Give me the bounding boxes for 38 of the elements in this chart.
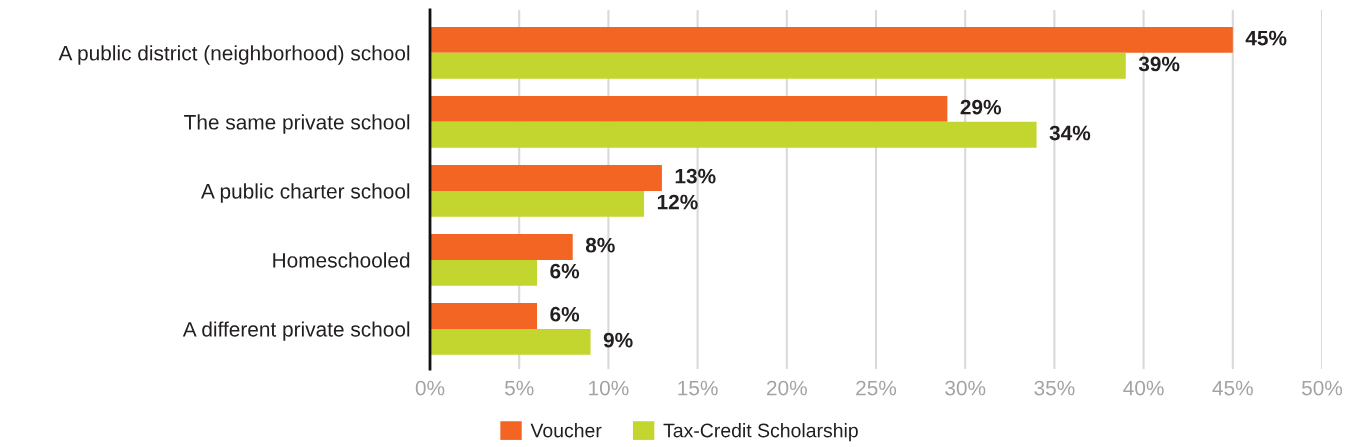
data-label: 45% <box>1245 30 1287 46</box>
bar <box>430 95 948 122</box>
bar <box>430 328 591 355</box>
y-tick-label: A public charter school <box>201 183 410 203</box>
bar <box>430 164 662 191</box>
legend-label: Voucher <box>530 423 602 438</box>
data-label: 6% <box>550 306 580 322</box>
bar <box>430 121 1037 148</box>
x-tick-label: 40% <box>1123 380 1164 396</box>
data-label: 39% <box>1138 56 1180 72</box>
data-label: 13% <box>675 168 716 184</box>
x-tick-label: 5% <box>504 380 534 396</box>
x-tick-label: 15% <box>678 380 718 396</box>
data-label: 6% <box>550 263 580 279</box>
y-tick-label: Homeschooled <box>273 252 410 268</box>
data-label: 29% <box>960 99 1002 115</box>
bar <box>430 26 1233 53</box>
bar <box>430 190 645 217</box>
legend-label: Tax-Credit Scholarship <box>663 423 858 442</box>
data-label: 8% <box>585 237 615 253</box>
bar <box>430 234 573 260</box>
y-tick-label: A public district (neighborhood) school <box>58 45 410 65</box>
bar <box>430 303 538 329</box>
x-tick-label: 20% <box>767 380 807 396</box>
x-tick-label: 45% <box>1212 380 1253 396</box>
data-label: 34% <box>1049 125 1091 141</box>
x-tick-label: 0% <box>415 380 445 396</box>
data-label: 9% <box>603 332 633 348</box>
y-tick-label: A different private school <box>182 321 410 341</box>
x-tick-label: 35% <box>1034 380 1075 396</box>
x-tick-label: 30% <box>945 380 986 396</box>
x-tick-label: 25% <box>856 380 897 396</box>
x-tick-label: 10% <box>589 380 629 396</box>
x-tick-label: 50% <box>1301 380 1343 396</box>
y-tick-label: The same private school <box>184 114 410 134</box>
data-label: 12% <box>657 194 698 210</box>
bar <box>430 259 538 286</box>
bar <box>430 52 1126 79</box>
